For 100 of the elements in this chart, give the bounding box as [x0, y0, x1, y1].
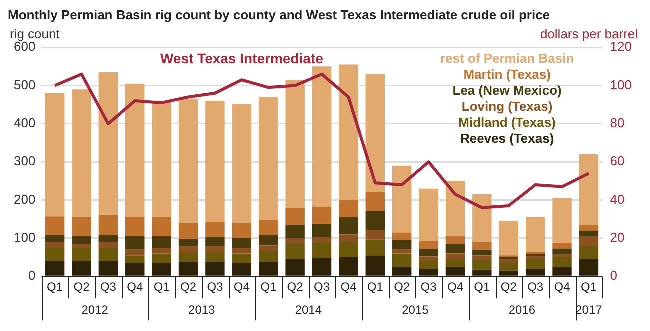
x-tick-label: Q2 [74, 280, 90, 294]
bar [366, 256, 386, 276]
bar [419, 188, 438, 242]
bar [552, 248, 572, 254]
y2-axis-title: dollars per barrel [540, 26, 638, 42]
bar [206, 237, 225, 247]
y2-tick-label: 0 [610, 268, 618, 284]
bar [446, 254, 466, 260]
bar [98, 261, 118, 276]
x-tick-label: Q2 [394, 280, 410, 294]
bar [366, 192, 386, 211]
bar [339, 234, 358, 242]
bar [98, 248, 118, 262]
bar [98, 216, 118, 236]
bar [446, 244, 466, 254]
x-tick-label: Q4 [127, 280, 144, 294]
bar [366, 210, 386, 230]
x-tick-label: Q4 [234, 280, 250, 294]
y-tick-label: 400 [14, 116, 36, 131]
bar [499, 221, 518, 256]
bar [472, 256, 492, 260]
bar [312, 243, 332, 258]
bar [392, 267, 412, 276]
x-tick-label: Q1 [367, 280, 384, 294]
bar [178, 252, 198, 262]
bar [312, 258, 332, 276]
bar [232, 223, 252, 238]
text: 2016 [508, 302, 536, 317]
bar [45, 242, 65, 248]
bar [45, 235, 65, 242]
bar [126, 256, 145, 264]
bar [126, 250, 145, 256]
bar [152, 254, 172, 264]
x-tick-label: Q2 [500, 280, 518, 294]
bar [126, 217, 145, 237]
bar [178, 223, 198, 240]
x-tick-label: Q4 [447, 280, 464, 294]
bar [339, 217, 358, 235]
x-tick-label: Q1 [154, 280, 170, 294]
bar [45, 248, 65, 262]
bar [312, 237, 332, 244]
bar [258, 246, 278, 252]
text: Martin (Texas) [464, 67, 551, 82]
text: Lea (New Mexico) [452, 83, 562, 98]
bar [552, 267, 572, 276]
y-tick-label: 500 [14, 77, 36, 92]
bar [126, 236, 145, 250]
bar [286, 225, 305, 238]
text: 2017 [576, 302, 603, 317]
x-tick-label: Q4 [340, 280, 358, 294]
bar [526, 268, 546, 276]
bar [419, 256, 438, 262]
bar [392, 254, 412, 268]
bar [232, 248, 252, 254]
y2-tick-label: 40 [610, 192, 625, 207]
bar [258, 262, 278, 276]
bar [232, 254, 252, 264]
series-label: West Texas Intermediate [160, 50, 324, 66]
bar [392, 250, 412, 254]
bar [126, 84, 145, 218]
bar [446, 236, 466, 244]
bar [286, 80, 305, 208]
bar [419, 268, 438, 276]
bar [446, 181, 466, 237]
x-tick-label: Q3 [528, 280, 544, 294]
bar [286, 208, 305, 226]
bar [366, 230, 386, 240]
bar [152, 101, 172, 218]
bar [526, 259, 546, 269]
bar [178, 99, 198, 224]
bar [98, 72, 118, 216]
y-tick-label: 300 [14, 154, 36, 169]
bar [579, 246, 599, 260]
bar [526, 217, 546, 253]
y-tick-label: 0 [28, 268, 36, 284]
bar [286, 244, 305, 260]
bar [206, 262, 225, 276]
bar [312, 206, 332, 224]
bar [232, 104, 252, 224]
bar [45, 261, 65, 276]
text: 2014 [295, 302, 322, 317]
bar [72, 248, 92, 262]
bar [552, 254, 572, 258]
x-tick-label: Q3 [100, 280, 117, 294]
bar [552, 243, 572, 249]
text: 2012 [82, 302, 109, 317]
bar [472, 242, 492, 250]
bar [552, 258, 572, 268]
bar [178, 239, 198, 247]
bar [232, 263, 252, 276]
x-tick-label: Q1 [47, 280, 64, 294]
bar [152, 217, 172, 237]
bar [472, 250, 492, 256]
y2-tick-label: 100 [610, 77, 632, 92]
bar [579, 259, 599, 276]
bar [206, 252, 225, 262]
bar [472, 194, 492, 242]
x-tick-label: Q3 [314, 280, 330, 294]
x-tick-label: Q1 [474, 280, 491, 294]
x-tick-label: Q1 [260, 280, 277, 294]
